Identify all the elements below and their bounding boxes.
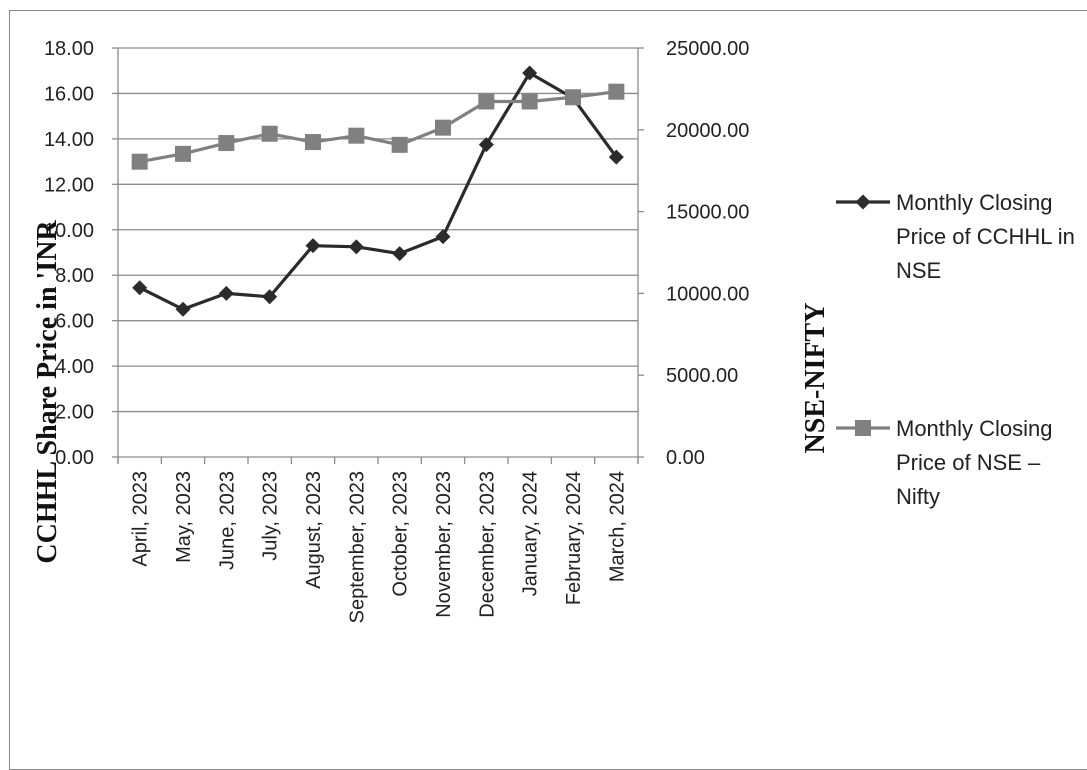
legend: Monthly Closing Price of CCHHL in NSEMonth… xyxy=(836,190,1075,509)
data-point-square xyxy=(175,145,191,162)
left-tick-label: 4.00 xyxy=(55,356,94,378)
x-tick-label: June, 2023 xyxy=(216,471,238,570)
right-tick-label: 10000.00 xyxy=(666,283,749,305)
left-tick-label: 2.00 xyxy=(55,402,94,424)
right-tick-label: 20000.00 xyxy=(666,120,749,142)
right-tick-label: 5000.00 xyxy=(666,365,738,387)
legend-label-line: Nifty xyxy=(896,484,940,509)
gridlines xyxy=(118,47,638,458)
left-axis-title: CCHHL Share Price in 'INR xyxy=(32,220,63,564)
x-tick-label: September, 2023 xyxy=(346,471,368,623)
x-tick-label: February, 2024 xyxy=(563,471,585,605)
data-point-square xyxy=(608,83,625,100)
data-point-diamond xyxy=(478,137,494,153)
x-axis-ticks: April, 2023 May, 2023 June, 2023 July, 2023… xyxy=(130,471,629,623)
chart-frame xyxy=(9,10,1087,770)
legend-label-line: Monthly Closing xyxy=(896,190,1053,215)
x-tick-label: October, 2023 xyxy=(390,471,412,597)
left-tick-label: 6.00 xyxy=(55,311,94,333)
data-point-square xyxy=(131,153,148,170)
legend-label-line: Monthly Closing xyxy=(896,416,1053,441)
data-point-diamond xyxy=(348,239,364,255)
legend-label-line: Price of CCHHL in xyxy=(896,224,1075,249)
data-point-square xyxy=(261,125,278,142)
x-tick-label: December, 2023 xyxy=(476,471,498,618)
x-tick-label: November, 2023 xyxy=(433,471,455,618)
left-tick-label: 16.00 xyxy=(44,83,94,105)
left-tick-label: 8.00 xyxy=(55,265,94,287)
right-axis-ticks: 0.00 5000.00 10000.00 15000.00 20000.00 25000… xyxy=(666,38,749,469)
data-point-square xyxy=(565,89,581,106)
data-point-diamond xyxy=(218,285,234,301)
legend-marker-square xyxy=(855,420,871,436)
right-axis-title: NSE-NIFTY xyxy=(800,303,831,454)
right-tick-label: 0.00 xyxy=(666,447,705,469)
left-tick-label: 18.00 xyxy=(44,38,94,60)
data-point-square xyxy=(521,93,538,110)
data-point-square xyxy=(218,135,235,152)
data-point-diamond xyxy=(132,280,148,296)
x-tick-label: March, 2024 xyxy=(606,471,628,582)
data-point-square xyxy=(478,93,495,110)
legend-label-line: NSE xyxy=(896,258,941,283)
legend-label-line: Price of NSE – xyxy=(896,450,1041,475)
data-point-square xyxy=(348,127,365,144)
x-tick-label: April, 2023 xyxy=(130,471,152,567)
right-tick-label: 25000.00 xyxy=(666,38,749,60)
axes xyxy=(112,47,644,464)
series-group xyxy=(131,65,625,317)
data-point-diamond xyxy=(392,246,408,262)
left-tick-label: 14.00 xyxy=(44,129,94,151)
legend-label-2: Monthly Closing Price of NSE – Nifty xyxy=(896,416,1053,509)
data-point-square xyxy=(391,136,408,153)
data-point-diamond xyxy=(305,238,321,254)
data-point-diamond xyxy=(262,289,278,305)
data-point-diamond xyxy=(608,149,624,165)
x-tick-label: May, 2023 xyxy=(173,471,195,563)
right-tick-label: 15000.00 xyxy=(666,202,749,224)
data-point-diamond xyxy=(522,65,538,81)
x-tick-label: August, 2023 xyxy=(303,471,325,589)
series-line-2 xyxy=(139,90,617,164)
x-tick-label: January, 2024 xyxy=(520,471,542,596)
left-axis-ticks: 0.00 2.00 4.00 6.00 8.00 10.00 12.00 14.00 16.00… xyxy=(44,38,94,469)
series-line-1 xyxy=(138,71,618,311)
data-point-diamond xyxy=(435,229,451,245)
data-point-diamond xyxy=(175,301,191,317)
left-tick-label: 10.00 xyxy=(44,220,94,242)
legend-label-1: Monthly Closing Price of CCHHL in NSE xyxy=(896,190,1075,283)
left-tick-label: 12.00 xyxy=(44,174,94,196)
left-tick-label: 0.00 xyxy=(55,447,94,469)
x-tick-label: July, 2023 xyxy=(260,471,282,561)
data-point-square xyxy=(435,119,451,136)
data-point-square xyxy=(305,134,321,151)
legend-marker-diamond xyxy=(855,194,871,210)
